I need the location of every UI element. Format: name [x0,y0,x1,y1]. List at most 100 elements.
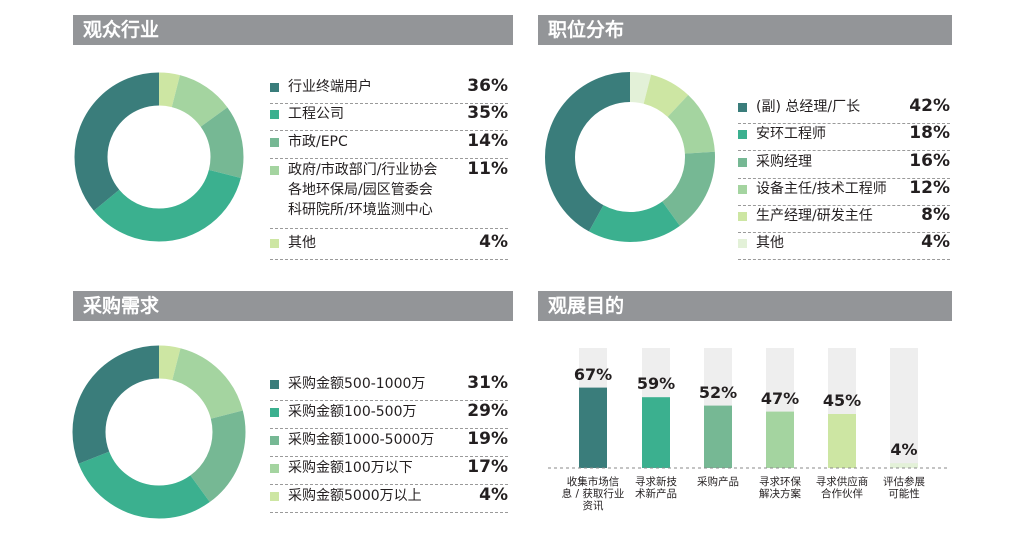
legend-swatch [270,436,279,445]
legend-item: 采购金额100-500万 29% [270,401,508,429]
bar-value-label: 52% [698,382,738,402]
donut-slice [74,72,244,242]
legend-item: (副) 总经理/厂长 42% [738,96,950,124]
bar-value-label: 45% [822,391,862,410]
donut-slice [72,345,246,519]
legend-swatch [270,166,279,175]
legend-value: 29% [467,401,508,421]
legend-value: 35% [467,103,508,123]
legend-swatch [270,380,279,389]
legend-swatch [270,239,279,248]
legend-swatch [738,103,747,112]
donut-chart [72,345,246,519]
bar-value-label: 67% [573,364,613,384]
legend-label: 采购金额100万以下 [288,460,413,476]
legend-label: (副) 总经理/厂长 [756,99,861,115]
legend-value: 31% [467,373,508,393]
bar-value-label: 4% [890,440,918,460]
bar [828,414,856,468]
legend-swatch [270,110,279,119]
legend-item: 安环工程师 18% [738,123,950,151]
legend-label: 行业终端用户 [288,79,372,95]
bar-category-label: 寻求新技 术新产品 [635,476,677,500]
legend-item: 采购经理 16% [738,151,950,179]
legend-swatch [270,138,279,147]
bar-category-label: 收集市场信 息 / 获取行业 资讯 [561,476,625,512]
donut-slice [72,345,246,519]
panel-purchase-demand: 采购需求 [72,291,513,519]
legend-value: 14% [467,131,508,151]
panel-title: 采购需求 [73,291,513,321]
donut-chart [545,72,715,242]
donut-slice [74,72,244,242]
bar [766,411,794,468]
bar [890,463,918,468]
legend-swatch [738,130,747,139]
legend-label: 采购经理 [756,154,812,170]
legend-label: 政府/市政部门/行业协会 各地环保局/园区管委会 科研院所/环境监测中心 [288,162,438,218]
legend-label: 其他 [288,235,316,251]
bar-track [890,348,918,468]
legend-swatch [738,212,747,221]
legend-item: 其他 4% [270,232,508,260]
panel-job-distribution: 职位分布 [538,15,952,242]
legend-item: 生产经理/研发主任 8% [738,205,950,233]
legend-label: 市政/EPC [288,134,348,150]
donut-slice [545,72,715,242]
legend-value: 18% [909,123,950,143]
donut-chart [74,72,244,242]
donut-slice [74,72,244,242]
bar [579,387,607,468]
legend-value: 4% [479,232,508,252]
bar [704,405,732,468]
legend-item: 采购金额100万以下 17% [270,457,508,485]
legend-item: 政府/市政部门/行业协会 各地环保局/园区管委会 科研院所/环境监测中心 11% [270,159,508,229]
legend-label: 生产经理/研发主任 [756,208,873,224]
legend-item: 工程公司 35% [270,103,508,131]
legend-value: 4% [479,485,508,505]
legend-label: 工程公司 [288,106,344,122]
legend-swatch [270,492,279,501]
legend-value: 42% [909,96,950,116]
legend-value: 17% [467,457,508,477]
legend-label: 采购金额1000-5000万 [288,432,435,448]
legend-label: 采购金额100-500万 [288,404,417,420]
bar-value-label: 59% [636,374,676,394]
bar [642,397,670,468]
bar-value-label: 47% [760,388,800,408]
legend-item: 其他 4% [738,232,950,260]
legend-value: 19% [467,429,508,449]
legend-item: 设备主任/技术工程师 12% [738,178,950,206]
legend-swatch [738,185,747,194]
panel-title: 职位分布 [538,15,952,45]
legend-value: 8% [921,205,950,225]
donut-slice [72,345,246,519]
legend-label: 采购金额500-1000万 [288,376,426,392]
legend-item: 采购金额500-1000万 31% [270,373,508,401]
legend-swatch [738,158,747,167]
legend-swatch [270,408,279,417]
legend-item: 市政/EPC 14% [270,131,508,159]
legend-swatch [738,239,747,248]
legend-label: 设备主任/技术工程师 [756,181,887,197]
legend-value: 12% [909,178,950,198]
legend-label: 采购金额5000万以上 [288,488,422,504]
panel-title: 观众行业 [73,15,513,45]
panel-title: 观展目的 [538,291,952,321]
legend-swatch [270,464,279,473]
legend-label: 其他 [756,235,784,251]
bar-category-label: 评估参展 可能性 [883,476,925,500]
bar-category-label: 采购产品 [697,476,739,488]
legend-value: 4% [921,232,950,252]
bar-category-label: 寻求环保 解决方案 [759,476,801,500]
legend-swatch [270,83,279,92]
bar-category-label: 寻求供应商 合作伙伴 [815,476,869,500]
panel-audience-industry: 观众行业 [0,0,513,275]
legend-value: 36% [467,76,508,96]
donut-slice [545,72,715,242]
legend-label: 安环工程师 [756,126,826,142]
legend-value: 16% [909,151,950,171]
legend-item: 采购金额1000-5000万 19% [270,429,508,457]
